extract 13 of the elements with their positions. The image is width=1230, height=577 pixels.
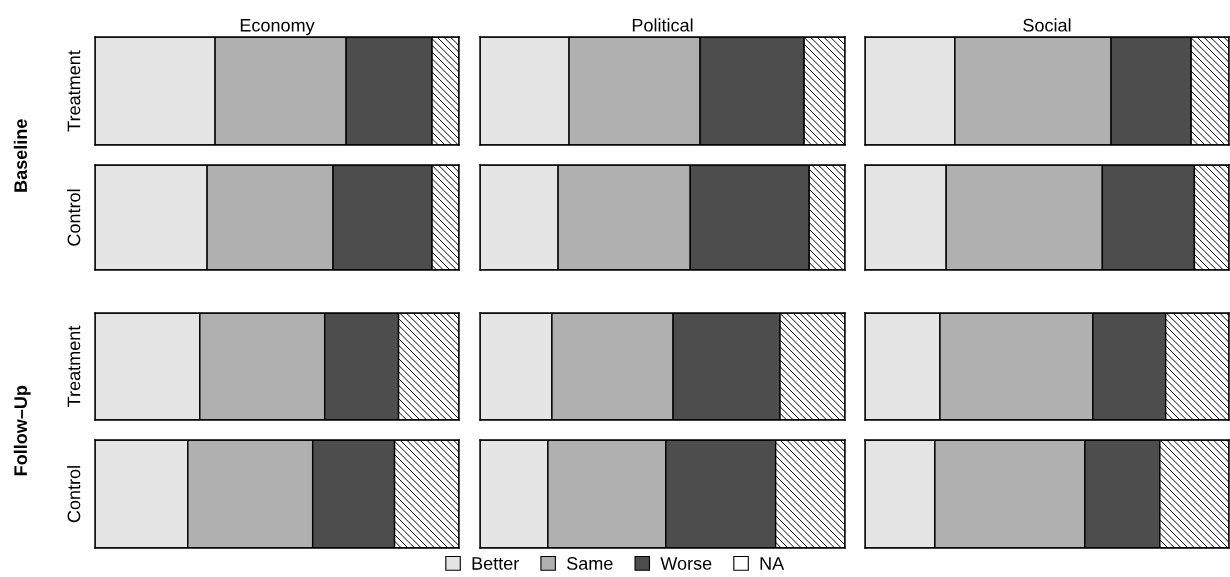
- chart-title: Economy: [240, 19, 315, 36]
- legend-label: Worse: [660, 557, 712, 570]
- y-axis-title: Treatment: [67, 325, 81, 407]
- text: Follow–Up: [13, 385, 31, 476]
- text: Baseline: [13, 119, 28, 192]
- chart-title: Social: [1023, 18, 1071, 32]
- y-axis-title: Control: [67, 466, 81, 523]
- y-axis-title: Control: [67, 189, 81, 246]
- legend-label: Same: [567, 557, 613, 570]
- legend-label: Better: [472, 557, 519, 570]
- y-axis-title: Treatment: [67, 50, 81, 132]
- legend-label: NA: [760, 557, 785, 570]
- chart-title: Political: [632, 18, 693, 32]
